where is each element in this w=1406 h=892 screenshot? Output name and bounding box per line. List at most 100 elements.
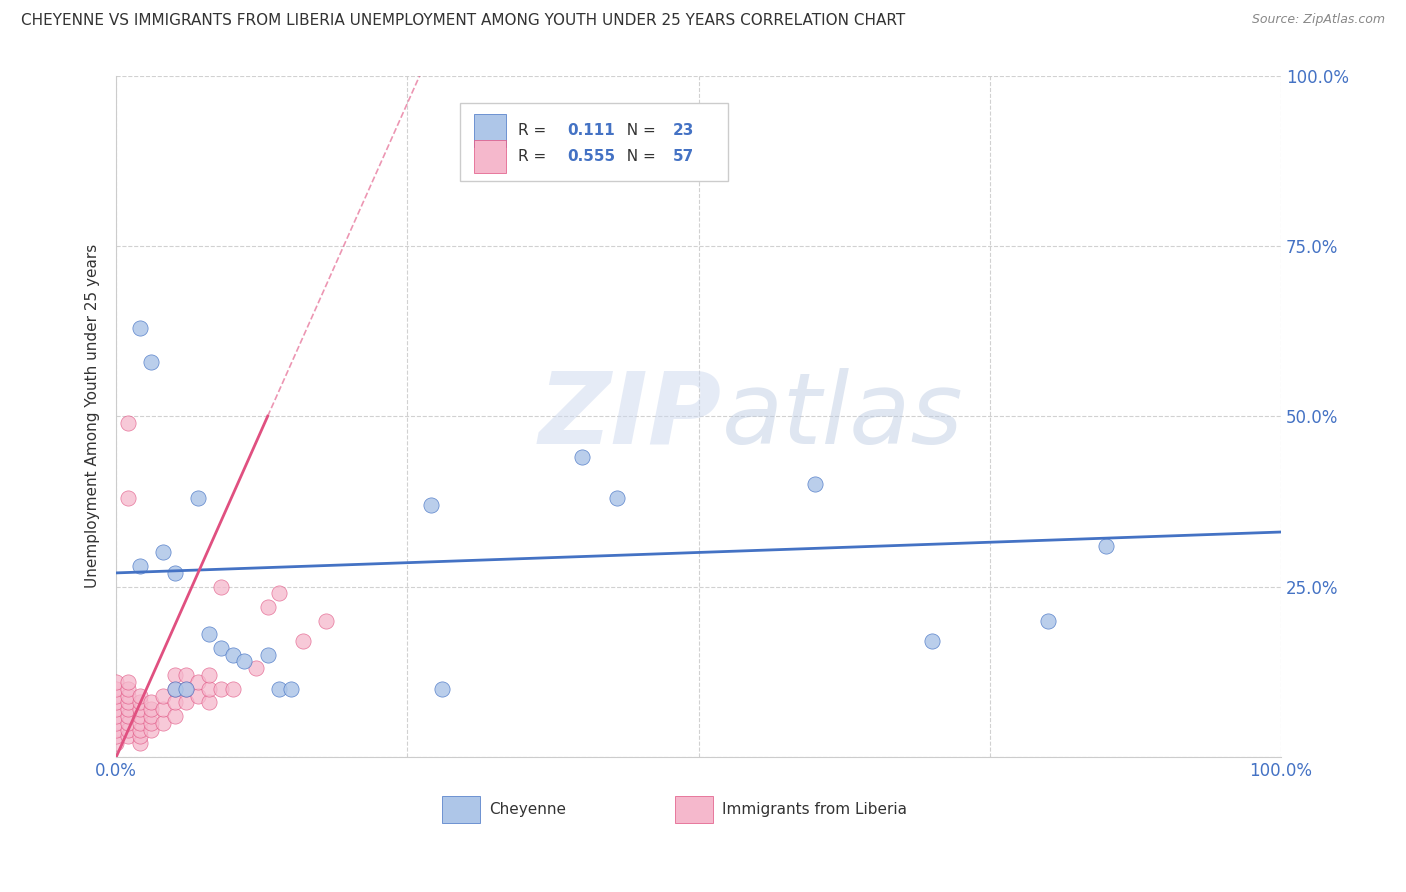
Point — [152, 689, 174, 703]
Point — [921, 634, 943, 648]
FancyBboxPatch shape — [675, 796, 713, 823]
Point — [152, 545, 174, 559]
Point — [105, 695, 128, 709]
Point — [152, 702, 174, 716]
Point — [117, 695, 139, 709]
Point — [419, 498, 441, 512]
Point — [245, 661, 267, 675]
Point — [117, 730, 139, 744]
Point — [222, 648, 245, 662]
Point — [198, 695, 221, 709]
Point — [163, 668, 186, 682]
Point — [141, 702, 163, 716]
Point — [117, 416, 139, 430]
Point — [117, 681, 139, 696]
Point — [187, 689, 209, 703]
Point — [291, 634, 314, 648]
Point — [804, 477, 827, 491]
Point — [198, 668, 221, 682]
Point — [163, 681, 186, 696]
Text: N =: N = — [617, 149, 661, 164]
Point — [117, 689, 139, 703]
Point — [105, 689, 128, 703]
Point — [198, 627, 221, 641]
Point — [141, 715, 163, 730]
Point — [105, 715, 128, 730]
Point — [128, 320, 150, 334]
FancyBboxPatch shape — [443, 796, 479, 823]
Point — [141, 695, 163, 709]
Point — [105, 736, 128, 750]
Point — [117, 674, 139, 689]
Point — [163, 681, 186, 696]
Point — [174, 668, 197, 682]
Text: 0.555: 0.555 — [567, 149, 616, 164]
Point — [280, 681, 302, 696]
Point — [128, 709, 150, 723]
Point — [128, 689, 150, 703]
Point — [105, 709, 128, 723]
Point — [105, 730, 128, 744]
FancyBboxPatch shape — [460, 103, 728, 181]
Point — [105, 681, 128, 696]
Point — [163, 709, 186, 723]
Point — [174, 681, 197, 696]
Text: CHEYENNE VS IMMIGRANTS FROM LIBERIA UNEMPLOYMENT AMONG YOUTH UNDER 25 YEARS CORR: CHEYENNE VS IMMIGRANTS FROM LIBERIA UNEM… — [21, 13, 905, 29]
Point — [571, 450, 593, 464]
Point — [117, 723, 139, 737]
Point — [163, 566, 186, 580]
Text: 0.111: 0.111 — [567, 123, 614, 138]
Point — [256, 599, 278, 614]
Text: N =: N = — [617, 123, 661, 138]
Point — [1095, 539, 1118, 553]
Point — [117, 715, 139, 730]
Point — [128, 702, 150, 716]
Point — [141, 709, 163, 723]
FancyBboxPatch shape — [474, 114, 506, 147]
Point — [117, 702, 139, 716]
Point — [174, 681, 197, 696]
Point — [128, 715, 150, 730]
Text: 57: 57 — [673, 149, 695, 164]
Point — [209, 640, 232, 655]
Text: R =: R = — [517, 149, 551, 164]
Point — [315, 614, 337, 628]
Point — [141, 354, 163, 368]
Text: Cheyenne: Cheyenne — [489, 802, 567, 817]
Text: Immigrants from Liberia: Immigrants from Liberia — [721, 802, 907, 817]
Point — [128, 730, 150, 744]
Point — [152, 715, 174, 730]
Point — [128, 695, 150, 709]
Point — [117, 491, 139, 505]
Point — [198, 681, 221, 696]
Point — [105, 702, 128, 716]
Point — [141, 723, 163, 737]
Text: 23: 23 — [673, 123, 695, 138]
FancyBboxPatch shape — [474, 140, 506, 173]
Point — [163, 695, 186, 709]
Point — [128, 736, 150, 750]
Y-axis label: Unemployment Among Youth under 25 years: Unemployment Among Youth under 25 years — [86, 244, 100, 589]
Point — [209, 681, 232, 696]
Text: Source: ZipAtlas.com: Source: ZipAtlas.com — [1251, 13, 1385, 27]
Point — [128, 723, 150, 737]
Point — [606, 491, 628, 505]
Point — [256, 648, 278, 662]
Point — [174, 695, 197, 709]
Point — [117, 709, 139, 723]
Point — [209, 580, 232, 594]
Point — [1036, 614, 1059, 628]
Point — [269, 586, 291, 600]
Text: ZIP: ZIP — [538, 368, 721, 465]
Point — [233, 655, 256, 669]
Point — [187, 674, 209, 689]
Point — [222, 681, 245, 696]
Point — [105, 723, 128, 737]
Text: atlas: atlas — [721, 368, 963, 465]
Point — [128, 559, 150, 574]
Point — [432, 681, 454, 696]
Point — [269, 681, 291, 696]
Text: R =: R = — [517, 123, 551, 138]
Point — [105, 674, 128, 689]
Point — [187, 491, 209, 505]
